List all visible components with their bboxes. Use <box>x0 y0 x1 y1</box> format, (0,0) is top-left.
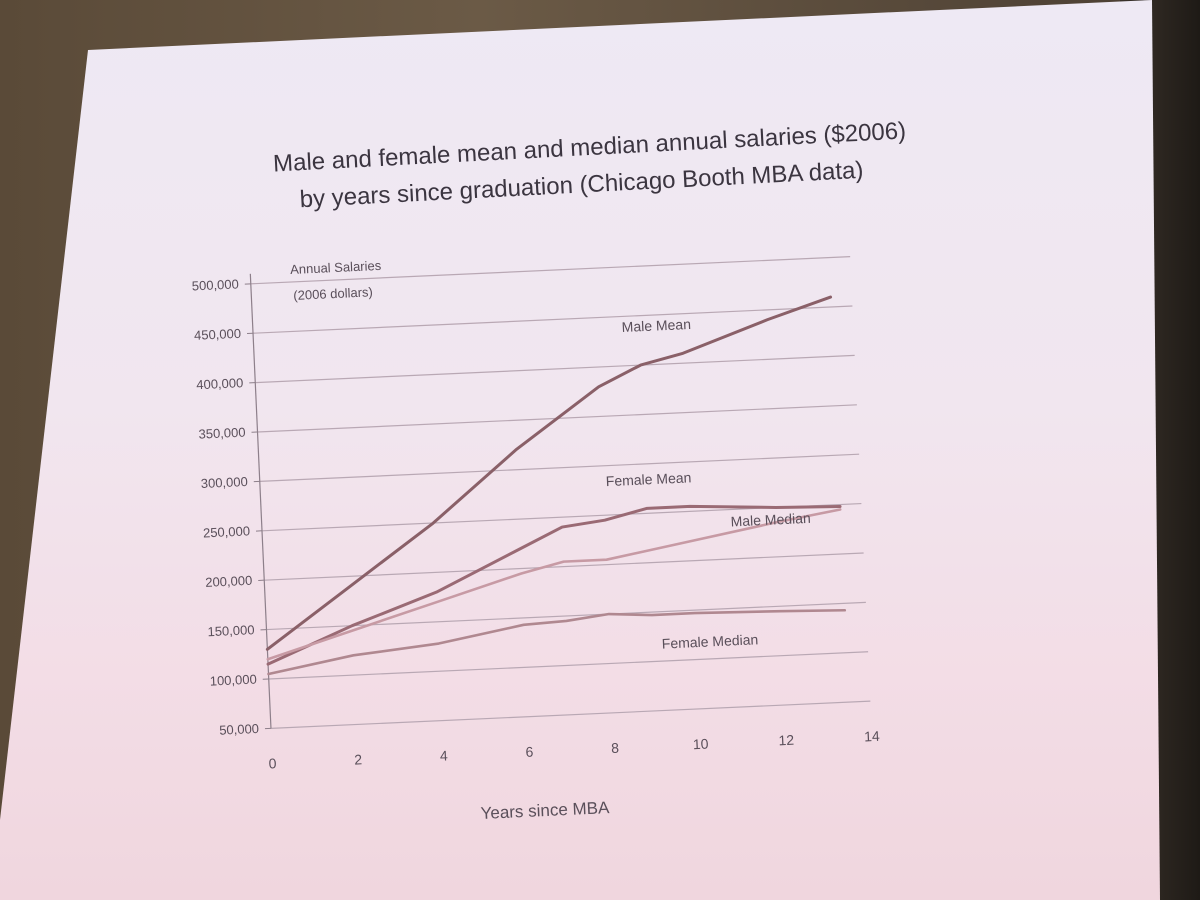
series-label-female-mean: Female Mean <box>605 469 691 489</box>
y-tick-label: 200,000 <box>205 573 253 590</box>
series-labels: Male Mean Female Mean Male Median Female Me… <box>605 316 811 652</box>
x-tick-label: 2 <box>354 751 363 767</box>
grid-line <box>255 354 855 384</box>
series-line-male-median <box>266 508 842 661</box>
y-tick-label: 400,000 <box>196 375 244 392</box>
y-tick-label: 150,000 <box>207 622 255 639</box>
y-tick-labels: 50,000 100,000 150,000 200,000 250,000 300,00… <box>191 276 259 738</box>
x-tick-label: 4 <box>440 747 449 763</box>
x-tick-label: 10 <box>693 736 709 753</box>
y-tick-label: 250,000 <box>203 523 251 540</box>
y-axis <box>249 273 272 729</box>
x-tick-label: 14 <box>864 728 880 745</box>
grid-line <box>268 651 869 680</box>
series-lines <box>265 295 847 676</box>
series-line-female-median <box>267 608 847 676</box>
series-label-male-median: Male Median <box>730 510 811 530</box>
grid-line <box>259 453 860 482</box>
x-tick-labels: 0 2 4 6 8 10 12 14 <box>268 728 880 772</box>
series-line-male-mean <box>265 295 833 651</box>
grid-line <box>252 305 853 334</box>
grid-line <box>270 700 871 729</box>
y-axis-line <box>249 273 272 729</box>
series-label-male-mean: Male Mean <box>621 316 691 335</box>
y-axis-label-line-1: Annual Salaries <box>290 258 382 277</box>
x-tick-label: 12 <box>778 732 794 749</box>
y-tick-label: 450,000 <box>194 326 242 343</box>
series-label-female-median: Female Median <box>661 631 758 651</box>
y-tick-label: 50,000 <box>219 721 259 738</box>
x-tick-label: 8 <box>611 740 620 756</box>
projected-slide <box>0 0 1160 900</box>
x-tick-label: 0 <box>268 755 277 771</box>
series-line-female-mean <box>266 504 842 666</box>
y-tick-label: 500,000 <box>191 276 239 293</box>
y-axis-label-line-2: (2006 dollars) <box>293 284 373 303</box>
grid-line <box>250 256 851 285</box>
y-tick-label: 350,000 <box>198 425 246 442</box>
chart-plot-area: 50,000 100,000 150,000 200,000 250,000 300,00… <box>191 256 880 823</box>
x-tick-label: 6 <box>525 743 534 759</box>
y-tick-label: 100,000 <box>209 672 257 689</box>
y-tick-label: 300,000 <box>200 474 248 491</box>
